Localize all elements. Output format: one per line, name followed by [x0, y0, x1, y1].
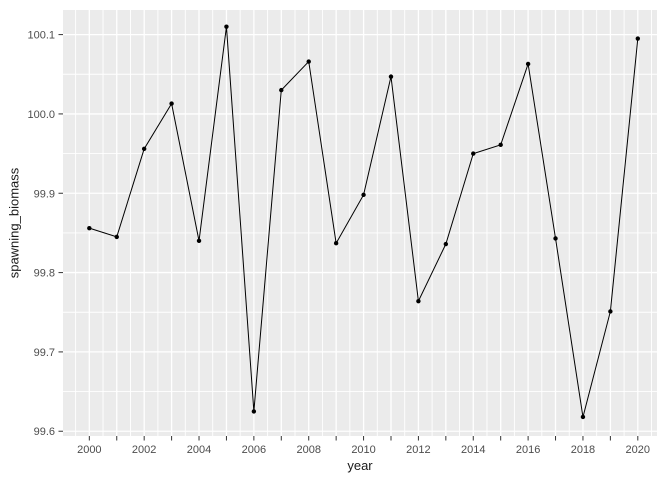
x-tick-label: 2006 [242, 444, 266, 456]
y-tick-label: 99.6 [34, 426, 55, 438]
data-point [279, 87, 284, 93]
plot-panel [63, 10, 657, 436]
x-tick-label: 2012 [406, 444, 430, 456]
y-tick-label: 99.8 [34, 268, 55, 280]
x-tick-label: 2018 [571, 444, 595, 456]
data-point [388, 74, 394, 79]
data-point [114, 234, 119, 240]
x-tick-label: 2008 [296, 444, 320, 456]
y-axis-title: spawning_biomass [6, 167, 22, 279]
data-point [635, 36, 641, 41]
y-tick-label: 99.9 [34, 188, 55, 200]
data-point [361, 192, 366, 198]
y-tick-label: 99.7 [34, 347, 55, 359]
y-tick-label: 100.0 [27, 109, 55, 121]
data-point [443, 241, 449, 247]
data-point [333, 241, 339, 246]
data-point [471, 151, 476, 156]
data-point [224, 24, 229, 29]
data-point [306, 59, 311, 64]
x-tick-label: 2002 [132, 444, 156, 456]
data-point [498, 142, 503, 148]
x-tick-label: 2014 [461, 444, 485, 456]
y-tick-label: 100.1 [27, 30, 55, 42]
x-tick-label: 2020 [626, 444, 650, 456]
x-tick-label: 2010 [351, 444, 375, 456]
data-point [169, 101, 174, 106]
data-point [141, 146, 147, 152]
data-point [525, 61, 531, 67]
data-point [553, 236, 558, 241]
data-point [87, 225, 92, 231]
data-point [580, 414, 586, 420]
data-point [196, 238, 202, 244]
data-point [608, 309, 613, 314]
data-point [416, 298, 421, 304]
x-axis-title: year [347, 458, 373, 473]
data-point [251, 409, 257, 414]
x-tick-label: 2016 [516, 444, 540, 456]
x-tick-label: 2004 [187, 444, 211, 456]
x-tick-label: 2000 [77, 444, 101, 456]
